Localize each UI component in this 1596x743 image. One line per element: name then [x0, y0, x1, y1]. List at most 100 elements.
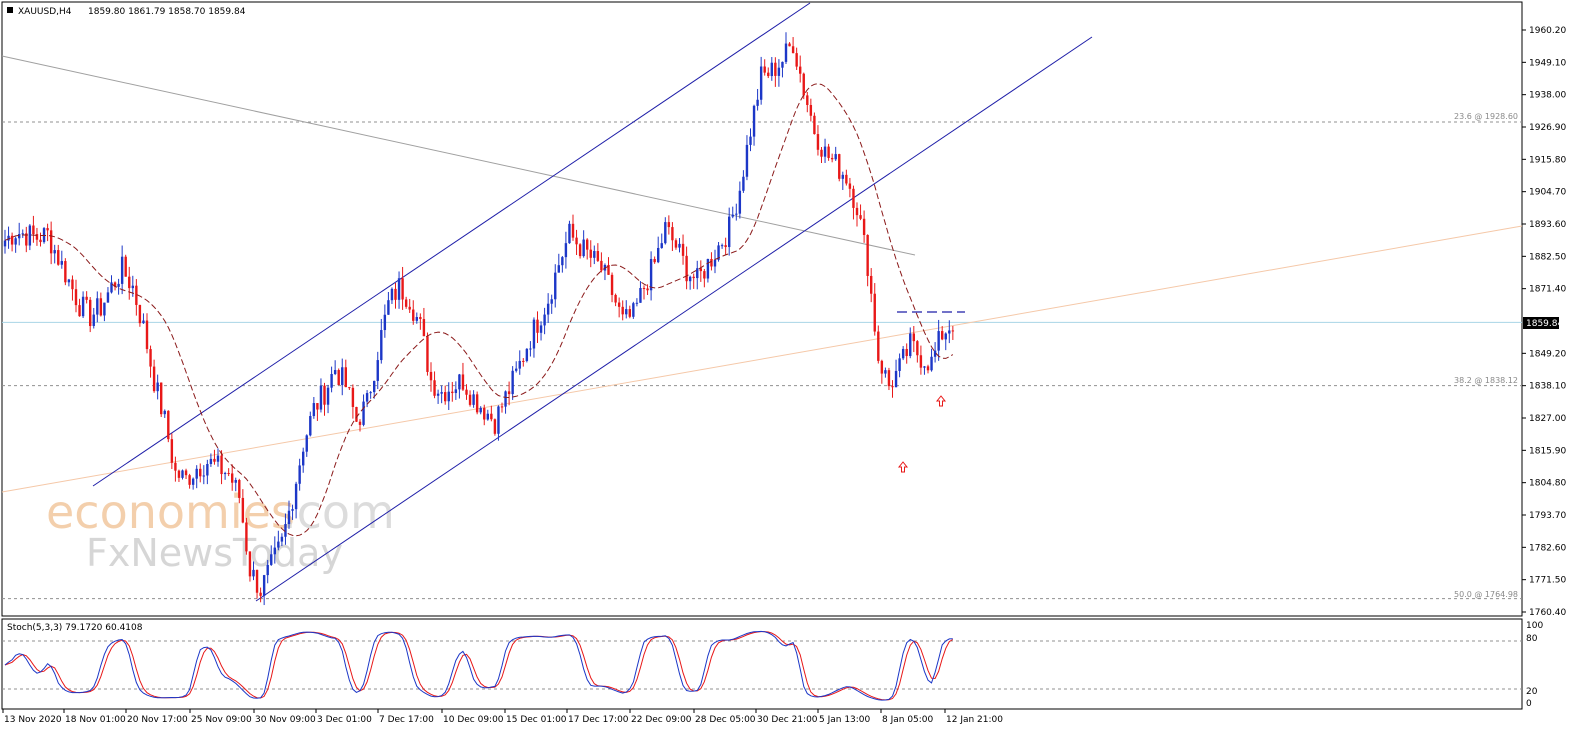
candle-body — [720, 245, 724, 247]
candle-body — [543, 314, 546, 326]
current-price-tag: 1859.84 — [1523, 317, 1563, 329]
candle-body — [14, 238, 17, 245]
candle-body — [674, 240, 678, 248]
candle-body — [89, 299, 92, 326]
candlestick-series — [3, 32, 955, 606]
candle-body — [436, 393, 440, 396]
candle-body — [571, 223, 575, 238]
candle-body — [394, 288, 397, 300]
candle-body — [433, 380, 436, 396]
candle-body — [610, 274, 614, 295]
drawing-objects[interactable] — [1, 2, 1523, 602]
stochastic-oscillator — [2, 630, 1522, 701]
candle-body — [816, 134, 820, 150]
time-tick-label: 7 Dec 17:00 — [379, 715, 434, 725]
candle-body — [330, 373, 333, 388]
resistance-trendline[interactable] — [1, 55, 916, 256]
candle-body — [891, 386, 894, 388]
up-arrow-icon — [897, 461, 909, 473]
channel-lower-line[interactable] — [255, 36, 1093, 602]
candle-body — [195, 468, 198, 479]
price-tick-label: 1782.60 — [1529, 543, 1566, 553]
price-tick-label: 1760.40 — [1529, 608, 1566, 618]
candle-body — [358, 421, 362, 425]
time-tick-label: 30 Nov 09:00 — [255, 715, 316, 725]
candle-body — [454, 389, 458, 394]
candle-body — [387, 300, 390, 315]
price-tick-label: 1926.90 — [1529, 123, 1566, 133]
candle-body — [784, 43, 788, 62]
candle-body — [291, 509, 294, 511]
time-tick-label: 5 Jan 13:00 — [819, 715, 871, 725]
candle-body — [25, 233, 28, 246]
candle-body — [855, 207, 859, 216]
candle-body — [791, 46, 795, 54]
candle-body — [738, 190, 742, 214]
candle-body — [703, 271, 706, 279]
candle-body — [586, 239, 589, 250]
candle-body — [728, 216, 731, 248]
candle-body — [451, 391, 454, 394]
candle-body — [390, 288, 394, 301]
candle-body — [550, 299, 553, 304]
price-tick-label: 1915.80 — [1529, 155, 1566, 165]
price-tick-label: 1949.10 — [1529, 58, 1566, 68]
channel-upper-line[interactable] — [92, 2, 811, 487]
candle-body — [568, 223, 571, 244]
current-price-box — [1523, 317, 1559, 329]
candle-body — [92, 314, 95, 326]
candle-body — [511, 370, 514, 395]
time-tick-label: 20 Nov 17:00 — [127, 715, 188, 725]
candle-body — [688, 276, 692, 282]
ma-line — [4, 83, 954, 537]
candle-body — [28, 225, 32, 246]
candle-body — [238, 480, 241, 498]
candle-body — [749, 136, 752, 145]
candle-body — [365, 393, 369, 402]
candle-body — [326, 387, 330, 405]
fib-236-label: 23.6 @ 1928.60 — [1454, 112, 1518, 121]
candle-body — [259, 592, 262, 596]
candle-body — [213, 458, 216, 462]
candle-body — [948, 330, 951, 334]
candle-body — [930, 356, 933, 371]
candle-body — [582, 239, 585, 257]
symbol-label: XAUUSD,H4 — [18, 7, 72, 17]
price-tick-label: 1838.10 — [1529, 382, 1566, 392]
candle-body — [67, 279, 71, 283]
candle-body — [199, 468, 202, 477]
candle-body — [539, 325, 543, 333]
candle-body — [951, 330, 955, 332]
watermark-economies: economies — [46, 485, 295, 539]
candle-body — [319, 385, 323, 410]
candle-body — [490, 413, 493, 420]
candle-body — [632, 303, 635, 317]
price-tick-label: 1882.50 — [1529, 252, 1566, 262]
candle-body — [536, 319, 539, 333]
candle-body — [113, 282, 117, 287]
candle-body — [504, 391, 507, 407]
price-tick-label: 1827.00 — [1529, 414, 1566, 424]
candle-body — [916, 341, 919, 356]
candle-body — [532, 319, 536, 349]
candle-body — [149, 349, 152, 367]
candle-body — [635, 302, 639, 304]
candle-body — [337, 370, 340, 386]
candle-body — [188, 475, 191, 485]
candle-body — [163, 410, 166, 415]
watermark-fxnewstoday: FxNewsToday — [86, 531, 343, 575]
support-trendline[interactable] — [1, 225, 1523, 493]
candle-body — [841, 174, 844, 179]
candle-body — [262, 575, 266, 596]
candle-body — [60, 261, 63, 265]
candle-body — [830, 157, 834, 160]
candle-body — [770, 62, 773, 77]
candle-body — [806, 95, 809, 106]
candle-body — [252, 569, 255, 577]
candle-body — [848, 183, 852, 189]
candle-body — [131, 285, 134, 289]
candle-body — [486, 413, 489, 420]
candle-body — [383, 314, 387, 331]
candle-body — [483, 407, 486, 420]
